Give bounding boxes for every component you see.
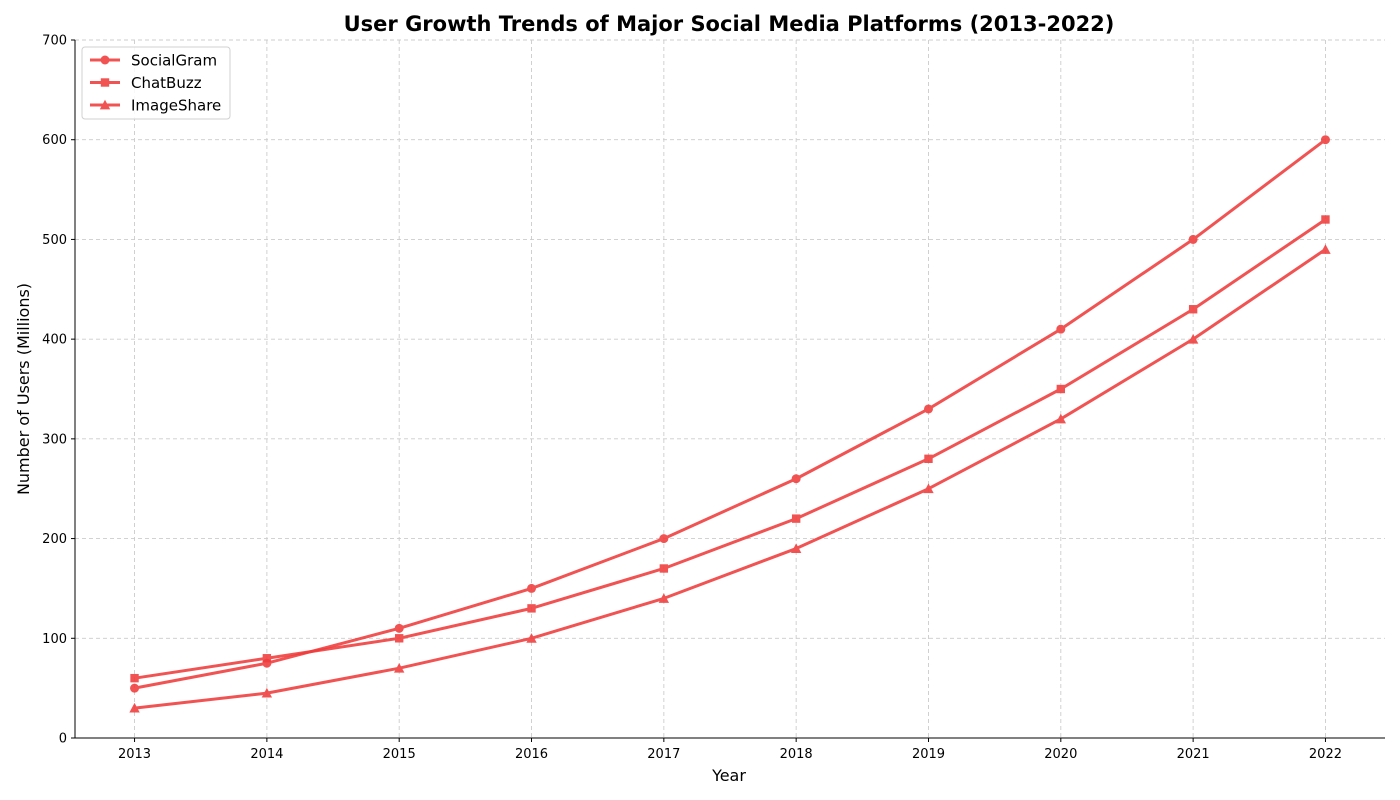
legend-marker [99, 99, 111, 110]
legend-entry [90, 99, 120, 110]
y-tick-label: 200 [42, 532, 67, 547]
y-axis-label: Number of Users (Millions) [14, 283, 33, 495]
data-point [129, 702, 140, 713]
data-point [924, 454, 933, 463]
legend-entry [90, 55, 120, 65]
data-point [130, 683, 140, 693]
data-point [262, 654, 272, 663]
legend-box [81, 46, 231, 120]
y-tick-label: 500 [42, 233, 67, 248]
data-point [527, 583, 537, 593]
x-tick-label: 2015 [383, 747, 416, 762]
data-point [527, 604, 536, 613]
x-tick-label: 2013 [118, 747, 151, 762]
chart-title: User Growth Trends of Major Social Media… [344, 12, 1115, 36]
legend-marker [100, 55, 110, 65]
legend: SocialGram ChatBuzz ImageShare [81, 46, 231, 120]
data-point [923, 483, 934, 494]
axes [74, 40, 1385, 739]
legend-label: SocialGram [131, 52, 217, 70]
series-socialgram [130, 135, 1330, 693]
data-point [1320, 135, 1330, 145]
data-point [1056, 324, 1066, 334]
y-tick-label: 700 [42, 34, 67, 49]
data-point [394, 623, 404, 633]
ticks: 2013 2014 2015 2016 2017 2018 2019 2020 2021 2022… [42, 34, 1342, 763]
series-imageshare [129, 244, 1331, 713]
y-tick-label: 100 [42, 632, 67, 647]
data-point [659, 534, 669, 544]
data-point [791, 474, 801, 484]
data-point [1055, 413, 1067, 424]
x-tick-label: 2014 [250, 747, 283, 762]
data-point [923, 404, 933, 414]
data-point [1321, 215, 1330, 224]
series-line [134, 218, 1327, 680]
series-line [134, 138, 1327, 690]
data-point [1320, 244, 1331, 254]
legend-marker [100, 78, 110, 87]
x-axis-label: Year [711, 766, 746, 785]
data-point [394, 634, 404, 643]
x-tick-label: 2018 [780, 747, 813, 762]
y-tick-label: 600 [42, 133, 67, 148]
y-tick-label: 300 [42, 432, 67, 447]
data-point [1188, 234, 1198, 244]
y-tick-label: 400 [42, 333, 67, 348]
data-point [526, 633, 537, 643]
data-point [1056, 384, 1066, 394]
data-point [791, 514, 801, 523]
legend-label: ImageShare [131, 97, 221, 115]
data-point [393, 663, 405, 673]
grid [75, 39, 1385, 739]
data-point [659, 564, 669, 573]
x-tick-label: 2016 [515, 747, 548, 762]
data-point [130, 673, 139, 683]
legend-label: ChatBuzz [131, 74, 202, 92]
series [129, 135, 1331, 713]
x-tick-label: 2020 [1044, 747, 1077, 762]
data-point [261, 687, 273, 698]
data-point [790, 543, 802, 553]
data-point [658, 593, 670, 603]
x-tick-label: 2019 [912, 747, 945, 762]
data-point [1187, 333, 1199, 344]
x-tick-label: 2022 [1309, 747, 1342, 762]
data-point [1188, 305, 1198, 314]
series-line [134, 248, 1327, 710]
y-tick-label: 0 [59, 732, 67, 747]
x-tick-label: 2021 [1177, 747, 1210, 762]
legend-entry [90, 78, 120, 87]
series-chatbuzz [130, 215, 1330, 683]
x-tick-label: 2017 [647, 747, 680, 762]
